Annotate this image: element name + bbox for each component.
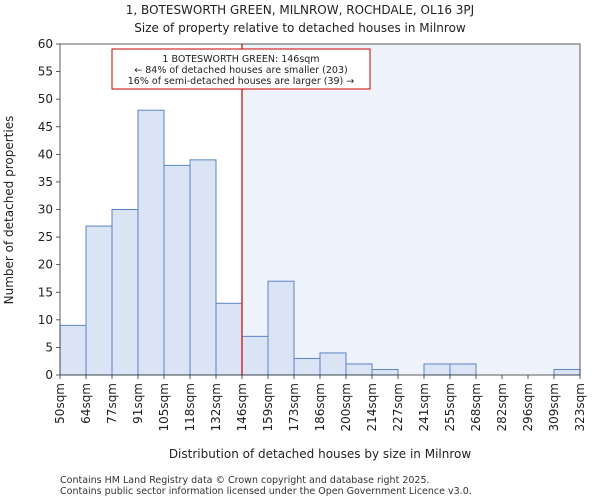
bar-118sqm <box>189 159 217 376</box>
footer-line-1: Contains HM Land Registry data © Crown c… <box>60 475 430 486</box>
x-tick-label: 132sqm <box>209 383 223 431</box>
bar-173sqm <box>293 357 321 376</box>
x-tick-label: 186sqm <box>313 383 327 431</box>
x-tick-label: 309sqm <box>547 383 561 431</box>
annotation-line-3: 16% of semi-detached houses are larger (… <box>128 76 355 87</box>
annotation-box: 1 BOTESWORTH GREEN: 146sqm ← 84% of deta… <box>111 48 371 90</box>
bar-309sqm <box>553 368 581 376</box>
y-tick-label: 30 <box>38 203 53 217</box>
y-tick-label: 50 <box>38 92 53 106</box>
y-tick-label: 60 <box>38 37 53 51</box>
y-tick-label: 20 <box>38 258 53 272</box>
x-tick-label: 50sqm <box>53 383 67 424</box>
bar-255sqm <box>449 363 477 376</box>
y-tick-label: 55 <box>38 65 53 79</box>
annotation-line-1: 1 BOTESWORTH GREEN: 146sqm <box>162 54 319 65</box>
x-axis-label: Distribution of detached houses by size … <box>169 447 472 461</box>
bar-146sqm <box>241 335 269 376</box>
y-tick-label: 25 <box>38 230 53 244</box>
bar-64sqm <box>85 225 113 376</box>
x-tick-label: 268sqm <box>469 383 483 431</box>
y-tick-label: 40 <box>38 147 53 161</box>
bars-group <box>59 109 581 376</box>
annotation-line-2: ← 84% of detached houses are smaller (20… <box>134 65 347 76</box>
y-tick-label: 0 <box>45 368 53 382</box>
chart-title: 1, BOTESWORTH GREEN, MILNROW, ROCHDALE, … <box>126 3 474 17</box>
x-tick-label: 200sqm <box>339 383 353 431</box>
x-axis-ticks: 50sqm 64sqm 77sqm 91sqm 105sqm 118sqm 132sqm 14… <box>53 375 587 431</box>
annotation-frame <box>111 48 371 90</box>
bar-214sqm <box>371 368 399 376</box>
bar-91sqm <box>137 109 165 376</box>
x-tick-label: 173sqm <box>287 383 301 431</box>
y-tick-label: 10 <box>38 313 53 327</box>
chart-subtitle: Size of property relative to detached ho… <box>134 21 466 35</box>
bar-50sqm <box>59 324 87 376</box>
footer-line-2: Contains public sector information licen… <box>60 486 472 497</box>
x-tick-label: 227sqm <box>391 383 405 431</box>
x-tick-label: 146sqm <box>235 383 249 431</box>
x-tick-label: 91sqm <box>131 383 145 424</box>
x-tick-label: 296sqm <box>521 383 535 431</box>
x-tick-label: 105sqm <box>157 383 171 431</box>
x-tick-label: 323sqm <box>573 383 587 431</box>
x-tick-label: 241sqm <box>417 383 431 431</box>
bar-132sqm <box>215 302 243 376</box>
x-tick-label: 282sqm <box>495 383 509 431</box>
x-tick-label: 118sqm <box>183 383 197 431</box>
larger-properties-shade <box>242 44 580 375</box>
bar-105sqm <box>163 164 191 376</box>
x-tick-label: 159sqm <box>261 383 275 431</box>
x-tick-label: 214sqm <box>365 383 379 431</box>
bar-200sqm <box>345 363 373 376</box>
y-axis-label: Number of detached properties <box>2 116 16 305</box>
bar-159sqm <box>267 280 295 376</box>
x-tick-label: 77sqm <box>105 383 119 424</box>
x-tick-label: 255sqm <box>443 383 457 431</box>
bar-241sqm <box>423 363 451 376</box>
y-tick-label: 35 <box>38 175 53 189</box>
x-tick-label: 64sqm <box>79 383 93 424</box>
bar-186sqm <box>319 352 347 376</box>
y-axis-ticks: 0 5 10 15 20 25 30 35 40 45 50 55 60 <box>38 37 60 382</box>
bar-77sqm <box>111 209 139 376</box>
y-tick-label: 45 <box>38 120 53 134</box>
y-tick-label: 15 <box>38 285 53 299</box>
y-tick-label: 5 <box>45 340 53 354</box>
